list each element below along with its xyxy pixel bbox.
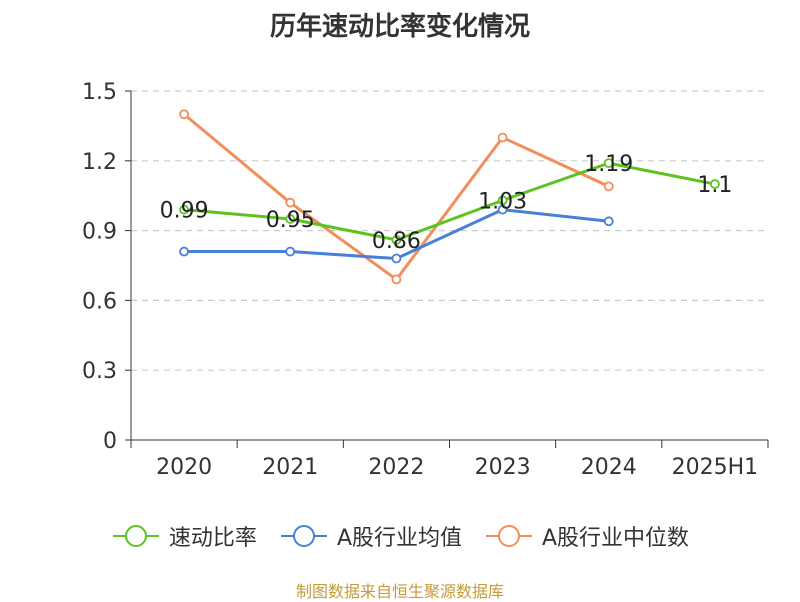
x-tick-label: 2020 (156, 455, 212, 480)
legend-marker-industry-mean (280, 525, 327, 547)
data-point (603, 181, 614, 192)
data-point (285, 197, 296, 208)
series-line (183, 161, 716, 242)
y-tick-label: 0.9 (82, 220, 117, 245)
data-point (391, 274, 402, 285)
legend-label: 速动比率 (168, 526, 257, 551)
gridlines (131, 90, 768, 371)
y-tick-label: 0.3 (82, 359, 117, 384)
data-point (391, 253, 402, 264)
data-point (497, 132, 508, 143)
source-note: 制图数据来自恒生聚源数据库 (295, 582, 504, 601)
data-point (285, 214, 296, 224)
chart-title: 历年速动比率变化情况 (269, 12, 530, 42)
data-point (179, 109, 189, 120)
data-label: 1.1 (697, 173, 732, 198)
data-point (179, 204, 189, 215)
data-point (710, 179, 720, 189)
data-point (285, 246, 296, 257)
data-point (497, 195, 508, 206)
data-label: 1.03 (478, 189, 527, 214)
axes: 0 0.3 0.6 0.9 1.2 1.5 2020 2021 2022 2023 2024 2025… (82, 80, 769, 480)
data-point (179, 246, 189, 257)
data-point (603, 216, 614, 227)
data-label: 0.95 (266, 208, 315, 233)
legend: 速动比率 A股行业均值 A股行业中位数 (0, 520, 800, 552)
legend-item-industry-median[interactable]: A股行业中位数 (484, 520, 689, 552)
data-label: 1.19 (584, 152, 633, 177)
legend-marker-quick-ratio (112, 525, 159, 547)
data-point (603, 158, 614, 169)
legend-item-quick-ratio[interactable]: 速动比率 (111, 520, 257, 552)
legend-item-industry-mean[interactable]: A股行业均值 (279, 520, 462, 552)
x-tick-label: 2021 (262, 455, 318, 480)
x-tick-label: 2024 (581, 455, 637, 480)
series-lines (179, 109, 720, 285)
legend-label: A股行业中位数 (542, 526, 690, 551)
data-point (391, 235, 402, 245)
legend-marker-industry-median (486, 525, 532, 547)
legend-label: A股行业均值 (336, 526, 462, 551)
data-label: 0.86 (372, 229, 421, 254)
y-tick-label: 1.2 (82, 150, 117, 175)
data-labels: 0.99 0.95 0.86 1.03 1.19 1.1 (160, 152, 733, 254)
data-label: 0.99 (160, 199, 209, 224)
y-tick-label: 0.6 (82, 289, 117, 314)
data-point (497, 204, 508, 215)
y-tick-label: 1.5 (82, 80, 117, 105)
x-tick-label: 2025H1 (672, 455, 759, 480)
x-tick-label: 2022 (368, 455, 424, 480)
y-tick-label: 0 (103, 429, 117, 454)
x-tick-label: 2023 (475, 455, 531, 480)
